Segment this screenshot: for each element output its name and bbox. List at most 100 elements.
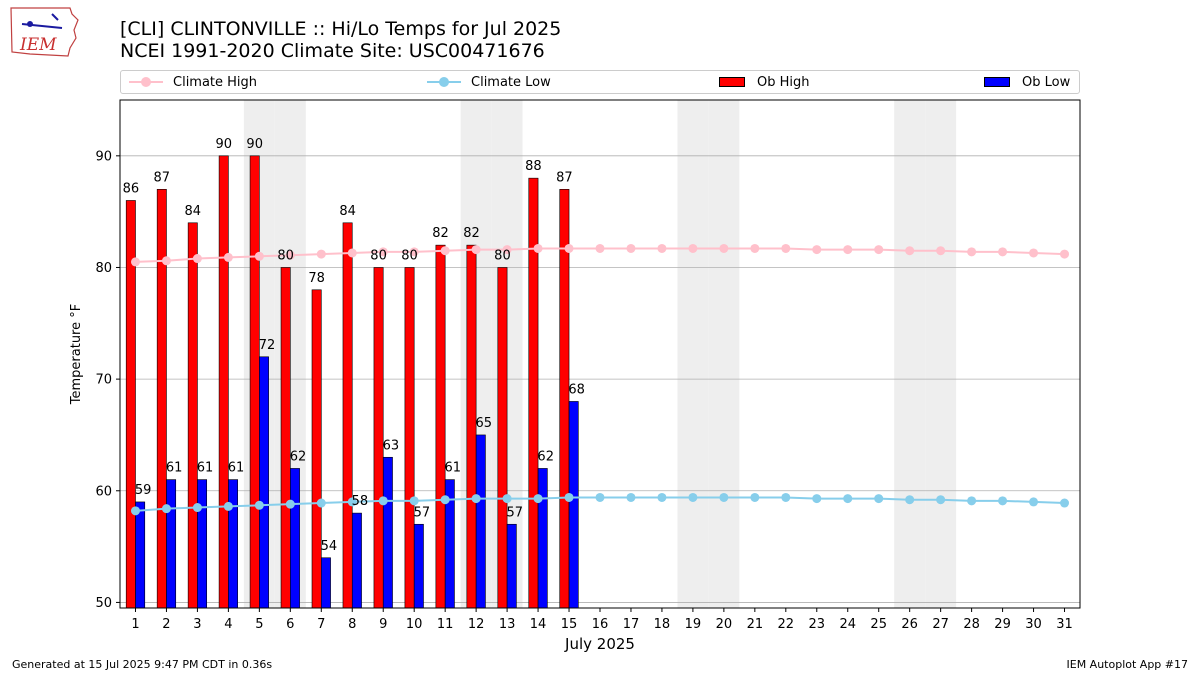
ob-high-bar — [125, 200, 136, 608]
climate-low-point — [781, 492, 791, 502]
climate-low-point — [1060, 498, 1070, 508]
ob-high-bar — [249, 155, 260, 608]
climate-high-point — [254, 251, 264, 261]
ob-low-bar — [537, 468, 548, 608]
climate-high-point — [1060, 249, 1070, 259]
climate-low-point — [626, 492, 636, 502]
ob-high-value-label: 80 — [370, 248, 387, 263]
ob-high-value-label: 82 — [463, 226, 480, 241]
ob-low-value-label: 62 — [290, 449, 307, 464]
climate-low-point — [502, 494, 512, 504]
x-tick-label: 14 — [530, 617, 547, 632]
climate-low-point — [192, 503, 202, 513]
climate-high-point — [626, 243, 636, 253]
climate-low-point — [223, 501, 233, 511]
climate-high-point — [936, 246, 946, 256]
ob-low-value-label: 63 — [383, 438, 400, 453]
ob-low-bar — [475, 434, 486, 608]
ob-low-bar — [228, 479, 238, 608]
climate-high-point — [223, 252, 233, 262]
ob-low-bar — [197, 479, 208, 608]
y-tick-label: 90 — [95, 149, 112, 164]
ob-high-value-label: 82 — [432, 226, 449, 241]
legend-label-climate-high: Climate High — [173, 74, 258, 90]
x-tick-label: 15 — [561, 617, 578, 632]
legend-swatch-ob-high — [719, 77, 745, 87]
climate-low-point — [440, 495, 450, 505]
legend-item-climate-low: Climate Low — [427, 71, 551, 93]
ob-low-bar — [444, 479, 455, 608]
climate-low-point — [750, 492, 760, 502]
ob-low-value-label: 61 — [445, 461, 462, 476]
x-tick-label: 4 — [224, 617, 232, 632]
weekend-band — [894, 100, 926, 608]
x-tick-label: 12 — [468, 617, 485, 632]
x-tick-label: 20 — [716, 617, 733, 632]
climate-low-point — [130, 506, 140, 516]
x-tick-label: 27 — [932, 617, 949, 632]
climate-high-point — [316, 249, 326, 259]
y-axis-label: Temperature °F — [69, 304, 84, 405]
x-tick-label: 30 — [1025, 617, 1042, 632]
ob-high-bar — [373, 267, 384, 608]
ob-low-value-label: 54 — [321, 539, 338, 554]
ob-high-bar — [218, 155, 229, 608]
x-tick-label: 6 — [286, 617, 294, 632]
weekend-band — [677, 100, 709, 608]
y-tick-label: 80 — [95, 261, 112, 276]
ob-low-bar — [351, 512, 362, 608]
ob-low-bar — [506, 523, 517, 608]
ob-low-bar — [413, 523, 424, 608]
x-tick-label: 1 — [131, 617, 139, 632]
ob-low-value-label: 68 — [568, 382, 585, 397]
x-tick-label: 3 — [193, 617, 201, 632]
climate-high-point — [285, 250, 295, 260]
ob-low-bar — [320, 557, 331, 608]
climate-low-point — [564, 492, 574, 502]
climate-high-point — [750, 243, 760, 253]
iem-logo: IEM — [10, 7, 79, 57]
climate-high-point — [564, 243, 574, 253]
legend-label-ob-high: Ob High — [757, 74, 810, 90]
weekend-band — [925, 100, 957, 608]
ob-high-value-label: 84 — [339, 204, 356, 219]
climate-low-point — [347, 497, 357, 507]
ob-high-bar — [435, 244, 446, 608]
x-tick-label: 13 — [499, 617, 516, 632]
climate-high-point — [130, 257, 140, 267]
climate-high-point — [595, 243, 605, 253]
climate-high-point — [812, 245, 822, 255]
ob-low-bar — [290, 468, 300, 608]
x-tick-label: 8 — [348, 617, 356, 632]
climate-high-point — [378, 247, 388, 257]
ob-low-value-label: 57 — [506, 505, 523, 520]
ob-low-bar — [135, 501, 146, 608]
climate-low-point — [533, 494, 543, 504]
x-tick-label: 23 — [809, 617, 826, 632]
climate-low-point — [1029, 497, 1039, 507]
ob-low-bar — [382, 456, 393, 608]
climate-high-point — [1029, 248, 1039, 258]
ob-high-bar — [528, 177, 539, 608]
climate-high-point — [719, 243, 729, 253]
ob-low-bar — [166, 479, 177, 608]
ob-high-value-label: 90 — [215, 137, 232, 152]
climate-high-point — [967, 247, 977, 257]
climate-low-point — [657, 492, 667, 502]
climate-low-point — [316, 498, 326, 508]
ob-high-value-label: 87 — [154, 170, 171, 185]
ob-high-bar — [187, 222, 198, 608]
legend-swatch-climate-low — [427, 77, 461, 87]
ob-low-bar — [259, 356, 269, 608]
svg-text:IEM: IEM — [19, 35, 57, 55]
ob-high-value-label: 78 — [308, 271, 325, 286]
climate-low-point — [874, 494, 884, 504]
climate-low-point — [595, 492, 605, 502]
x-tick-label: 31 — [1056, 617, 1073, 632]
chart-subtitle: NCEI 1991-2020 Climate Site: USC00471676 — [120, 40, 545, 62]
ob-high-value-label: 87 — [556, 170, 573, 185]
climate-low-point — [719, 492, 729, 502]
ob-high-value-label: 90 — [246, 137, 263, 152]
climate-low-point — [285, 499, 295, 509]
